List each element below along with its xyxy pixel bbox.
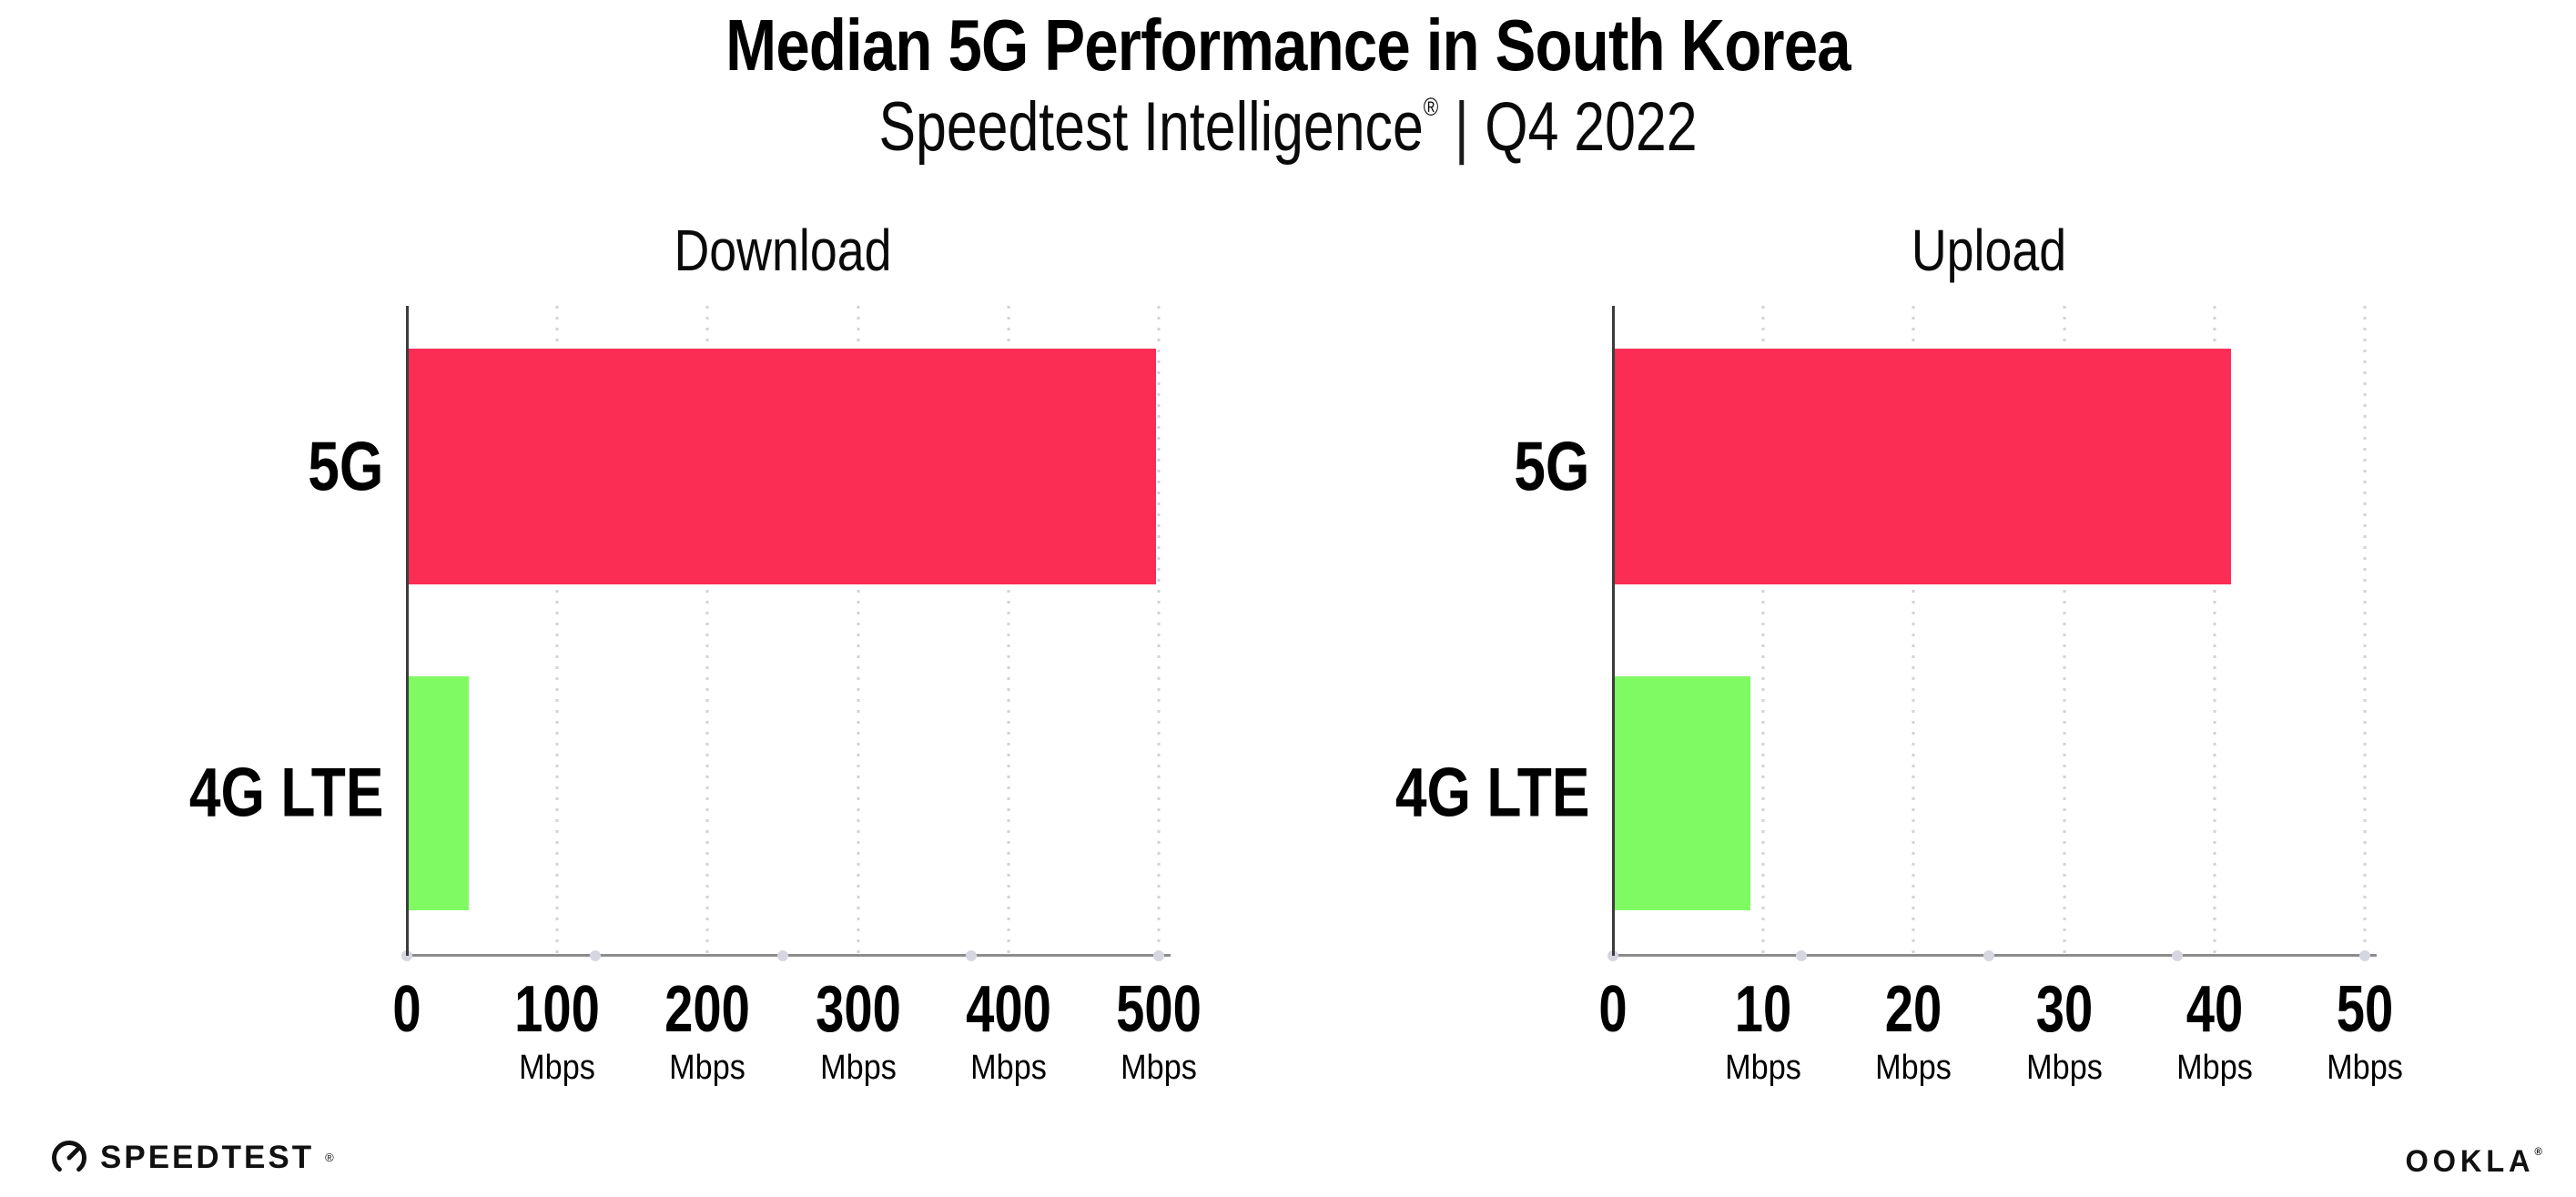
x-tick-value: 50 [2336, 973, 2394, 1046]
x-tick-0: 0 [1595, 973, 1631, 1046]
x-tick-500: 500 Mbps [1104, 973, 1213, 1087]
x-tick-0: 0 [389, 973, 425, 1046]
gridline [2213, 306, 2216, 955]
x-tick-unit: Mbps [669, 1048, 746, 1087]
x-axis-ticks-upload: 0 10 Mbps 20 Mbps 30 Mbps 40 Mbps 50 Mbps [1598, 973, 2402, 1112]
speedtest-logo: SPEEDTEST ® [49, 1138, 334, 1178]
gridline [555, 306, 559, 955]
x-tick-value: 400 [965, 973, 1051, 1046]
chart-title-upload: Upload [1911, 218, 2067, 283]
y-axis-line [1612, 306, 1615, 956]
subtitle-period: Q4 2022 [1485, 88, 1698, 166]
axis-tick-dot [965, 950, 977, 961]
ookla-logo: OOKLA® [2406, 1144, 2547, 1180]
axis-tick-dot [2171, 950, 2183, 961]
y-axis-line [406, 306, 409, 956]
x-tick-200: 200 Mbps [653, 973, 762, 1087]
category-label-4g-lte: 4G LTE [188, 754, 383, 832]
gridline [857, 306, 860, 955]
x-tick-value: 100 [514, 973, 601, 1046]
axis-tick-dot [401, 950, 412, 961]
category-axis-upload: 5G 4G LTE [1315, 306, 1589, 955]
x-tick-unit: Mbps [2025, 1048, 2103, 1087]
category-label-5g: 5G [307, 428, 383, 506]
ookla-registered-mark-icon: ® [2534, 1145, 2547, 1158]
x-tick-value: 30 [2035, 973, 2093, 1046]
subtitle-brand: Speedtest Intelligence [878, 88, 1424, 166]
axis-tick-dot [1983, 950, 1994, 961]
page-title: Median 5G Performance in South Korea [725, 5, 1851, 86]
x-tick-value: 40 [2186, 973, 2244, 1046]
axis-tick-dot [2359, 950, 2370, 961]
x-tick-unit: Mbps [819, 1048, 897, 1087]
subtitle-divider: | [1454, 88, 1469, 166]
x-tick-100: 100 Mbps [502, 973, 612, 1087]
plot-area-download [401, 306, 1171, 961]
x-tick-value: 10 [1734, 973, 1792, 1046]
x-tick-50: 50 Mbps [2323, 973, 2408, 1087]
x-axis-line [406, 954, 1171, 957]
speedtest-logo-text: SPEEDTEST [100, 1140, 315, 1175]
category-axis-download: 5G 4G LTE [109, 306, 383, 955]
gridline [1157, 306, 1161, 955]
bar-4g-lte [1615, 676, 1750, 910]
gridline [2063, 306, 2066, 955]
x-tick-unit: Mbps [969, 1048, 1047, 1087]
x-tick-value: 0 [1598, 973, 1628, 1046]
x-tick-20: 20 Mbps [1871, 973, 1956, 1087]
x-tick-unit: Mbps [1121, 1048, 1197, 1087]
axis-tick-dot [777, 950, 788, 961]
x-tick-unit: Mbps [1725, 1048, 1802, 1087]
x-tick-10: 10 Mbps [1721, 973, 1806, 1087]
x-tick-unit: Mbps [1875, 1048, 1952, 1087]
category-label-5g: 5G [1513, 428, 1589, 506]
ookla-logo-text: OOKLA [2405, 1144, 2535, 1179]
bar-5g [1615, 349, 2232, 584]
x-tick-30: 30 Mbps [2022, 973, 2106, 1087]
registered-mark-icon: ® [1423, 93, 1439, 121]
x-tick-unit: Mbps [2175, 1048, 2253, 1087]
x-tick-40: 40 Mbps [2172, 973, 2257, 1087]
bar-4g-lte [409, 676, 470, 910]
x-tick-300: 300 Mbps [804, 973, 913, 1087]
x-tick-value: 300 [815, 973, 901, 1046]
bar-5g [409, 349, 1157, 584]
x-tick-unit: Mbps [519, 1048, 596, 1087]
gridline [1912, 306, 1915, 955]
x-tick-value: 0 [392, 973, 421, 1046]
gridline [1761, 306, 1765, 955]
x-tick-unit: Mbps [2327, 1048, 2403, 1087]
gridline [2363, 306, 2367, 955]
category-label-4g-lte: 4G LTE [1394, 754, 1589, 832]
chart-title-download: Download [674, 218, 892, 283]
plot-area-upload [1607, 306, 2377, 961]
x-tick-value: 20 [1885, 973, 1942, 1046]
page-subtitle: Speedtest Intelligence® | Q4 2022 [258, 89, 2318, 166]
speedtest-gauge-icon [52, 1141, 86, 1172]
x-tick-value: 500 [1116, 973, 1202, 1046]
gridline [1007, 306, 1010, 955]
x-tick-value: 200 [664, 973, 751, 1046]
axis-tick-dot [1153, 950, 1164, 961]
x-tick-400: 400 Mbps [954, 973, 1063, 1087]
axis-tick-dot [589, 950, 601, 961]
axis-tick-dot [1607, 950, 1618, 961]
gridline [705, 306, 709, 955]
x-axis-ticks-download: 0 100 Mbps 200 Mbps 300 Mbps 400 Mbps 500 Mbps [392, 973, 1201, 1112]
axis-tick-dot [1795, 950, 1807, 961]
x-axis-line [1612, 954, 2377, 957]
